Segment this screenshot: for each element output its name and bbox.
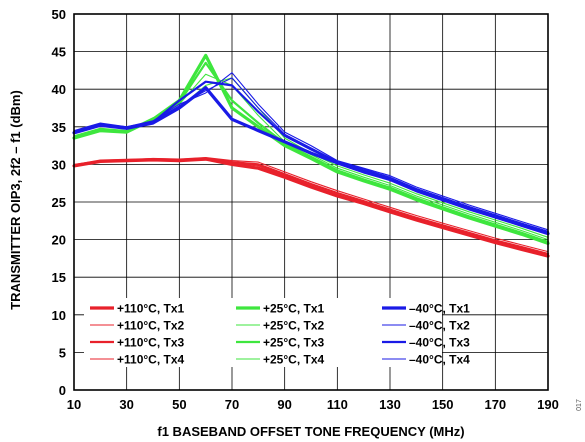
series-lines [72,53,550,258]
x-tick-label: 130 [379,397,401,412]
y-tick-label: 50 [52,7,66,22]
figure-code: 017 [576,399,583,411]
legend-label: –40°C, Tx2 [409,319,470,333]
x-tick-label: 170 [484,397,506,412]
y-tick-label: 15 [52,270,66,285]
plot-frame [73,13,549,391]
y-tick-label: 40 [52,82,66,97]
legend-label: +25°C, Tx2 [263,319,324,333]
x-tick-label: 90 [277,397,291,412]
y-tick-label: 45 [52,45,66,60]
x-tick-label: 10 [67,397,81,412]
legend-label: –40°C, Tx1 [409,302,470,316]
x-tick-label: 50 [172,397,186,412]
legend-label: –40°C, Tx4 [409,353,470,367]
y-tick-label: 0 [59,383,66,398]
legend-label: +110°C, Tx4 [117,353,185,367]
x-tick-label: 150 [432,397,454,412]
legend-label: +110°C, Tx1 [117,302,185,316]
y-tick-label: 5 [59,345,66,360]
x-tick-label: 110 [327,397,348,412]
legend-label: –40°C, Tx3 [409,336,470,350]
legend-label: +25°C, Tx1 [263,302,324,316]
series-line [73,159,549,256]
y-axis-title: TRANSMITTER OIP3, 2f2 – f1 (dBm) [8,90,23,310]
legend-label: +110°C, Tx3 [117,336,185,350]
series-line [73,72,549,231]
x-axis-title: f1 BASEBAND OFFSET TONE FREQUENCY (MHz) [157,424,464,439]
y-tick-labels: 0 5 10 15 20 25 30 35 40 45 50 [52,7,66,398]
x-tick-labels: 10 30 50 70 90 110 130 150 170 190 [67,397,559,412]
y-tick-label: 20 [52,233,66,248]
y-tick-label: 30 [52,157,66,172]
y-tick-label: 10 [52,308,66,323]
y-tick-label: 35 [52,120,66,135]
series-line [72,61,550,243]
x-tick-label: 30 [119,397,133,412]
series-line [73,77,549,232]
legend: +110°C, Tx1 +110°C, Tx2 +110°C, Tx3 +110°C,… [90,302,470,367]
x-tick-label: 70 [225,397,239,412]
series-line [72,80,550,234]
legend-label: +25°C, Tx4 [263,353,324,367]
x-tick-label: 190 [537,397,559,412]
series-line [72,157,550,255]
legend-label: +110°C, Tx2 [117,319,185,333]
y-tick-label: 25 [52,195,66,210]
legend-label: +25°C, Tx3 [263,336,324,350]
